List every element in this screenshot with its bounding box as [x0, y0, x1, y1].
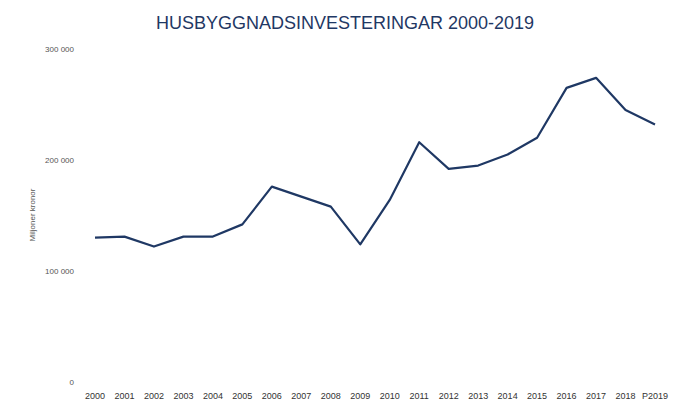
x-tick-label: 2003 — [173, 391, 193, 401]
x-tick-label: 2007 — [291, 391, 311, 401]
x-tick-label: 2013 — [468, 391, 488, 401]
x-tick-label: 2016 — [557, 391, 577, 401]
data-line — [95, 78, 655, 247]
x-tick-label: 2010 — [380, 391, 400, 401]
y-tick-label: 200 000 — [45, 156, 74, 165]
x-tick-label: 2002 — [144, 391, 164, 401]
x-tick-label: 2017 — [586, 391, 606, 401]
x-tick-label: 2012 — [439, 391, 459, 401]
x-tick-label: 2004 — [203, 391, 223, 401]
x-tick-label: 2006 — [262, 391, 282, 401]
y-tick-label: 100 000 — [45, 267, 74, 276]
y-tick-label: 0 — [70, 378, 75, 387]
x-tick-label: 2000 — [85, 391, 105, 401]
x-tick-label: 2001 — [114, 391, 134, 401]
y-tick-label: 300 000 — [45, 45, 74, 54]
x-tick-label: 2008 — [321, 391, 341, 401]
title: HUSBYGGNADSINVESTERINGAR 2000-2019 — [156, 13, 534, 33]
y-axis-label: Miljoner kronor — [28, 188, 37, 241]
x-tick-label: P2019 — [642, 391, 668, 401]
x-tick-label: 2005 — [232, 391, 252, 401]
x-tick-label: 2009 — [350, 391, 370, 401]
chart: HUSBYGGNADSINVESTERINGAR 2000-2019 Miljon… — [0, 0, 690, 412]
plot-area — [95, 78, 655, 247]
x-tick-label: 2015 — [527, 391, 547, 401]
x-tick-label: 2014 — [498, 391, 518, 401]
x-tick-label: 2018 — [616, 391, 636, 401]
x-tick-label: 2011 — [410, 391, 429, 401]
